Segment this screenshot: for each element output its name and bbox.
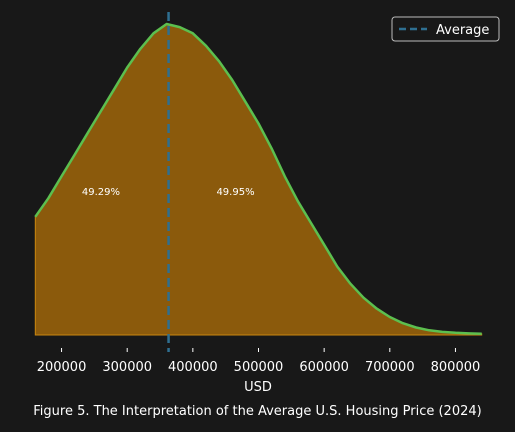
x-tick-label: 800000 xyxy=(431,360,481,375)
x-axis: 200000 300000 400000 500000 600000 700000 8000… xyxy=(37,348,481,375)
x-tick-label: 200000 xyxy=(37,360,87,375)
legend: Average xyxy=(391,16,500,42)
density-chart: 49.29% 49.95% 200000 300000 400000 500000 600… xyxy=(34,12,500,395)
x-tick-label: 300000 xyxy=(102,360,152,375)
area-fill xyxy=(34,23,483,336)
x-tick-label: 700000 xyxy=(365,360,415,375)
plot-area: 49.29% 49.95% xyxy=(34,12,483,352)
percentage-label: 49.29% xyxy=(82,187,120,198)
x-axis-label: USD xyxy=(244,380,272,395)
percentage-label: 49.95% xyxy=(216,187,254,198)
legend-frame xyxy=(391,16,500,42)
legend-average-label: Average xyxy=(436,23,489,38)
density-curve xyxy=(34,22,482,336)
x-tick-label: 600000 xyxy=(299,360,349,375)
x-tick-label: 400000 xyxy=(168,360,218,375)
figure-caption: Figure 5. The Interpretation of the Aver… xyxy=(33,404,482,419)
x-tick-label: 500000 xyxy=(234,360,284,375)
